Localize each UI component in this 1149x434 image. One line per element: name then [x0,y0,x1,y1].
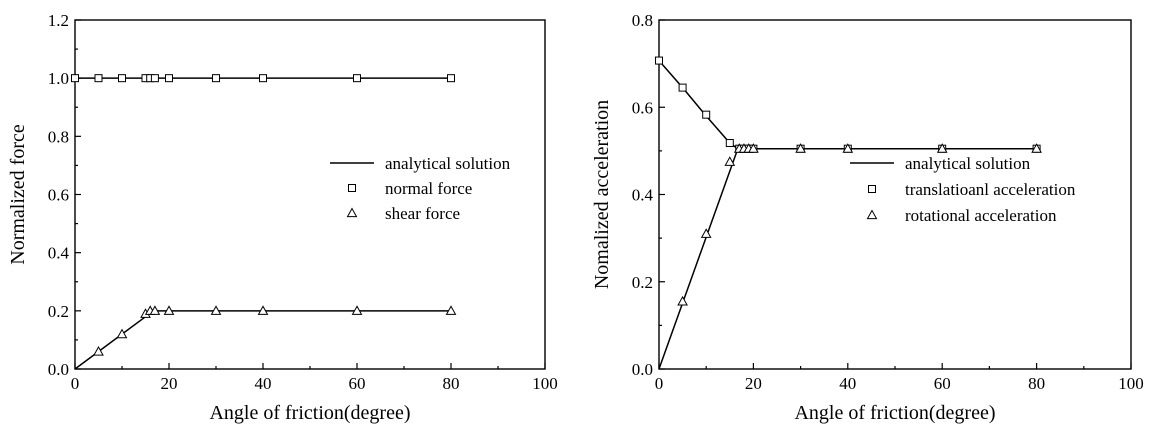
triangle-marker [445,305,457,315]
triangle-marker [149,305,161,315]
square-marker [702,110,711,119]
y-tick-label: 1.2 [48,11,69,30]
legend-triangle-swatch [346,207,358,218]
square-marker [447,74,455,83]
y-tick-label: 0.6 [48,186,69,205]
y-tick-label: 0.0 [48,360,69,379]
y-tick-label: 0.0 [632,360,653,379]
y-tick-label: 0.2 [632,273,653,292]
legend-label: rotational acceleration [905,206,1057,225]
legend-square-swatch [348,184,356,192]
triangle-marker [748,143,759,153]
triangle-marker [93,346,104,356]
x-tick-label: 60 [349,374,366,393]
y-tick-label: 0.8 [632,11,653,30]
triangle-marker [351,305,363,315]
legend-label: analytical solution [385,154,511,173]
triangle-marker [842,143,854,153]
triangle-marker [677,295,688,306]
x-tick-label: 40 [839,374,856,393]
square-marker [678,83,687,92]
analytical-solution-line [658,60,1037,150]
triangle-marker [724,156,736,166]
legend-square-swatch [868,185,876,193]
square-marker [259,74,267,83]
y-tick-label: 0.4 [48,244,70,263]
legend-triangle-swatch [866,209,878,220]
square-marker [353,74,361,83]
chart-left-force: 0 20 40 60 80 100 0.0 0.2 0.4 0.6 0.8 1.0 1.2 Angle o… [7,11,558,424]
square-marker [165,74,173,83]
triangle-marker [210,305,222,315]
legend-label: normal force [385,179,472,198]
y-tick-label: 1.0 [48,69,69,88]
x-tick-label: 80 [443,374,460,393]
y-tick-label: 0.4 [632,186,654,205]
x-tick-label: 20 [745,374,762,393]
x-tick-label: 60 [934,374,951,393]
legend-label: shear force [385,204,460,223]
y-tick-label: 0.8 [48,127,69,146]
square-marker [150,74,159,83]
x-tick-label: 0 [655,374,664,393]
triangle-marker [795,143,806,153]
square-marker [71,74,79,83]
triangle-marker [163,305,175,315]
triangle-marker [116,328,128,339]
y-tick-label: 0.2 [48,302,69,321]
triangle-marker [257,305,269,315]
analytical-solution-line [74,310,451,370]
x-tick-label: 0 [71,374,80,393]
triangle-marker [700,228,712,238]
legend-label: translatioanl acceleration [905,180,1076,199]
triangle-marker [1031,143,1042,153]
triangle-marker [936,143,948,153]
chart-right-acceleration: 0 20 40 60 80 100 0.0 0.2 0.4 0.6 0.8 Angle of fric… [591,11,1144,424]
x-tick-label: 20 [161,374,178,393]
legend-label: analytical solution [905,154,1031,173]
square-marker [655,56,663,65]
x-tick-label: 40 [255,374,272,393]
x-axis-title: Angle of friction(degree) [794,402,995,424]
square-marker [725,139,734,148]
x-tick-label: 100 [1118,374,1144,393]
x-tick-label: 100 [532,374,558,393]
y-axis-title: Normalized force [7,124,29,265]
x-axis-title: Angle of friction(degree) [209,402,410,424]
square-marker [118,74,126,83]
square-marker [212,74,220,83]
y-tick-label: 0.6 [632,98,653,117]
x-tick-label: 80 [1028,374,1045,393]
square-marker [94,74,103,83]
y-axis-title: Nomalized acceleration [591,100,613,289]
